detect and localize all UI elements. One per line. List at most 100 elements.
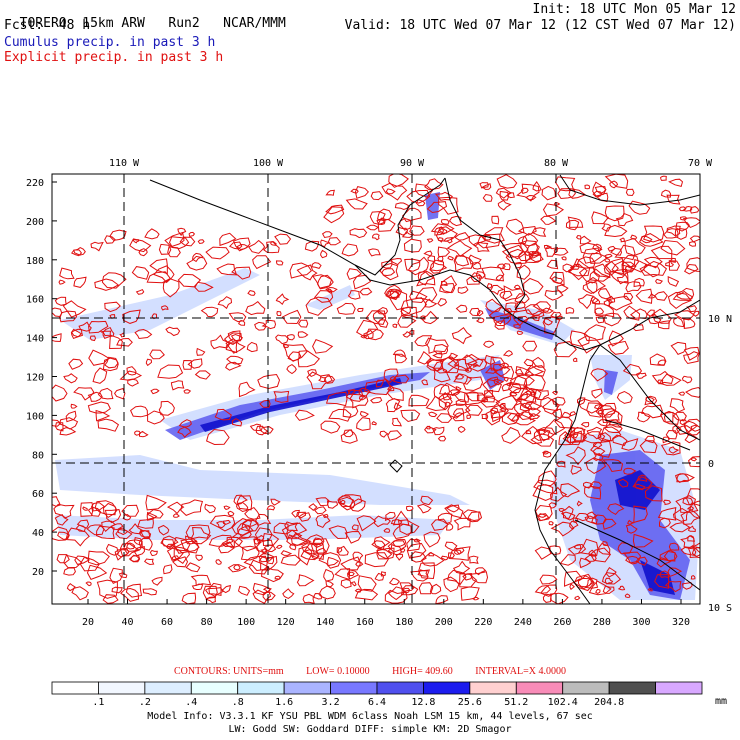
precip-contour	[349, 393, 369, 409]
precip-contour	[197, 239, 205, 245]
precip-contour	[473, 363, 479, 368]
precip-contour	[164, 231, 185, 248]
precip-contour	[624, 237, 646, 257]
precip-contour	[577, 397, 586, 406]
precip-contour	[392, 510, 410, 526]
precip-contour	[356, 307, 364, 313]
precip-contour	[564, 432, 573, 439]
precip-contour	[231, 418, 243, 427]
precip-contour	[589, 481, 603, 489]
precip-contour	[74, 555, 90, 565]
precip-contour	[623, 305, 641, 321]
precip-contour	[466, 414, 472, 420]
precip-contour	[444, 541, 458, 552]
precip-contour	[394, 202, 410, 211]
precip-contour	[200, 306, 219, 318]
x-tick-label: 100	[237, 617, 255, 628]
precip-contour	[210, 334, 231, 350]
color-bar-label: 102.4	[548, 697, 578, 708]
precip-contour	[549, 271, 565, 286]
precip-contour	[65, 410, 77, 423]
x-tick-label: 300	[632, 617, 650, 628]
precip-contour	[562, 263, 575, 273]
lon-label: 90 W	[400, 158, 425, 169]
precip-contour	[286, 363, 297, 375]
precip-contour	[633, 505, 648, 524]
precip-contour	[485, 409, 501, 426]
precip-contour	[387, 430, 403, 441]
precip-contour	[102, 357, 119, 372]
precip-contour	[249, 423, 262, 432]
precip-contour	[577, 398, 604, 414]
precip-contour	[138, 529, 151, 538]
precip-contour	[586, 426, 603, 440]
precip-contour	[387, 586, 405, 601]
precip-contour	[455, 304, 468, 313]
precip-contour	[383, 528, 391, 533]
precip-contour	[449, 389, 461, 397]
precip-contour	[568, 188, 587, 199]
precip-contour	[595, 404, 616, 418]
precip-contour	[311, 538, 330, 554]
precip-contour	[365, 224, 380, 231]
precip-contour	[347, 389, 356, 396]
precip-contour	[86, 524, 105, 536]
precip-contour	[273, 390, 290, 403]
precip-contour	[319, 585, 336, 600]
precip-contour	[170, 380, 185, 391]
precip-contour	[476, 309, 484, 317]
precip-contour	[379, 430, 389, 438]
precip-contour	[495, 394, 518, 410]
precip-contour	[666, 225, 681, 237]
precip-contour	[116, 337, 133, 347]
precip-contour	[62, 300, 87, 318]
precip-contour	[484, 354, 496, 365]
precip-contour	[515, 300, 526, 310]
precip-contour	[443, 576, 460, 593]
precip-contour	[469, 571, 489, 584]
precip-contour	[370, 397, 383, 404]
precip-contour	[222, 519, 232, 525]
precip-contour	[129, 405, 148, 418]
precip-contour	[417, 569, 429, 577]
precip-contour	[514, 368, 524, 375]
precip-contour	[516, 183, 540, 202]
precip-contour	[611, 260, 635, 276]
precip-contour	[427, 411, 438, 418]
precip-contour	[390, 257, 403, 266]
precip-contour	[539, 584, 558, 597]
precip-contour	[56, 554, 70, 564]
precip-contour	[109, 567, 123, 584]
lat-labels: 10 N 0 10 S	[708, 314, 732, 614]
lat-label: 10 N	[708, 314, 732, 325]
precip-contour	[534, 546, 552, 560]
precip-contour	[521, 232, 539, 247]
precip-contour	[657, 359, 666, 366]
precip-contour	[469, 307, 481, 317]
precip-contour	[296, 574, 315, 587]
precip-contour	[385, 188, 396, 195]
precip-contour	[237, 585, 251, 596]
precip-contour	[246, 341, 258, 353]
precip-contour	[145, 358, 153, 367]
precip-contour	[274, 575, 281, 580]
precip-contour	[101, 272, 127, 289]
precip-contour	[453, 255, 474, 272]
precip-contour	[177, 273, 202, 288]
precip-contour	[157, 524, 170, 536]
precip-contour	[231, 525, 252, 539]
precip-contour	[594, 302, 615, 318]
precip-contour	[133, 536, 143, 546]
x-tick-label: 80	[201, 617, 213, 628]
precip-contour	[682, 217, 700, 228]
precip-contour	[406, 542, 427, 559]
precip-contour	[625, 555, 640, 565]
precip-contour	[387, 385, 395, 392]
precip-contour	[227, 564, 248, 573]
lon-label: 110 W	[109, 158, 140, 169]
precip-contour	[604, 257, 625, 275]
precip-contour	[569, 330, 590, 347]
precip-contour	[216, 263, 238, 276]
precip-contour	[315, 497, 330, 507]
precip-contour	[533, 428, 551, 441]
